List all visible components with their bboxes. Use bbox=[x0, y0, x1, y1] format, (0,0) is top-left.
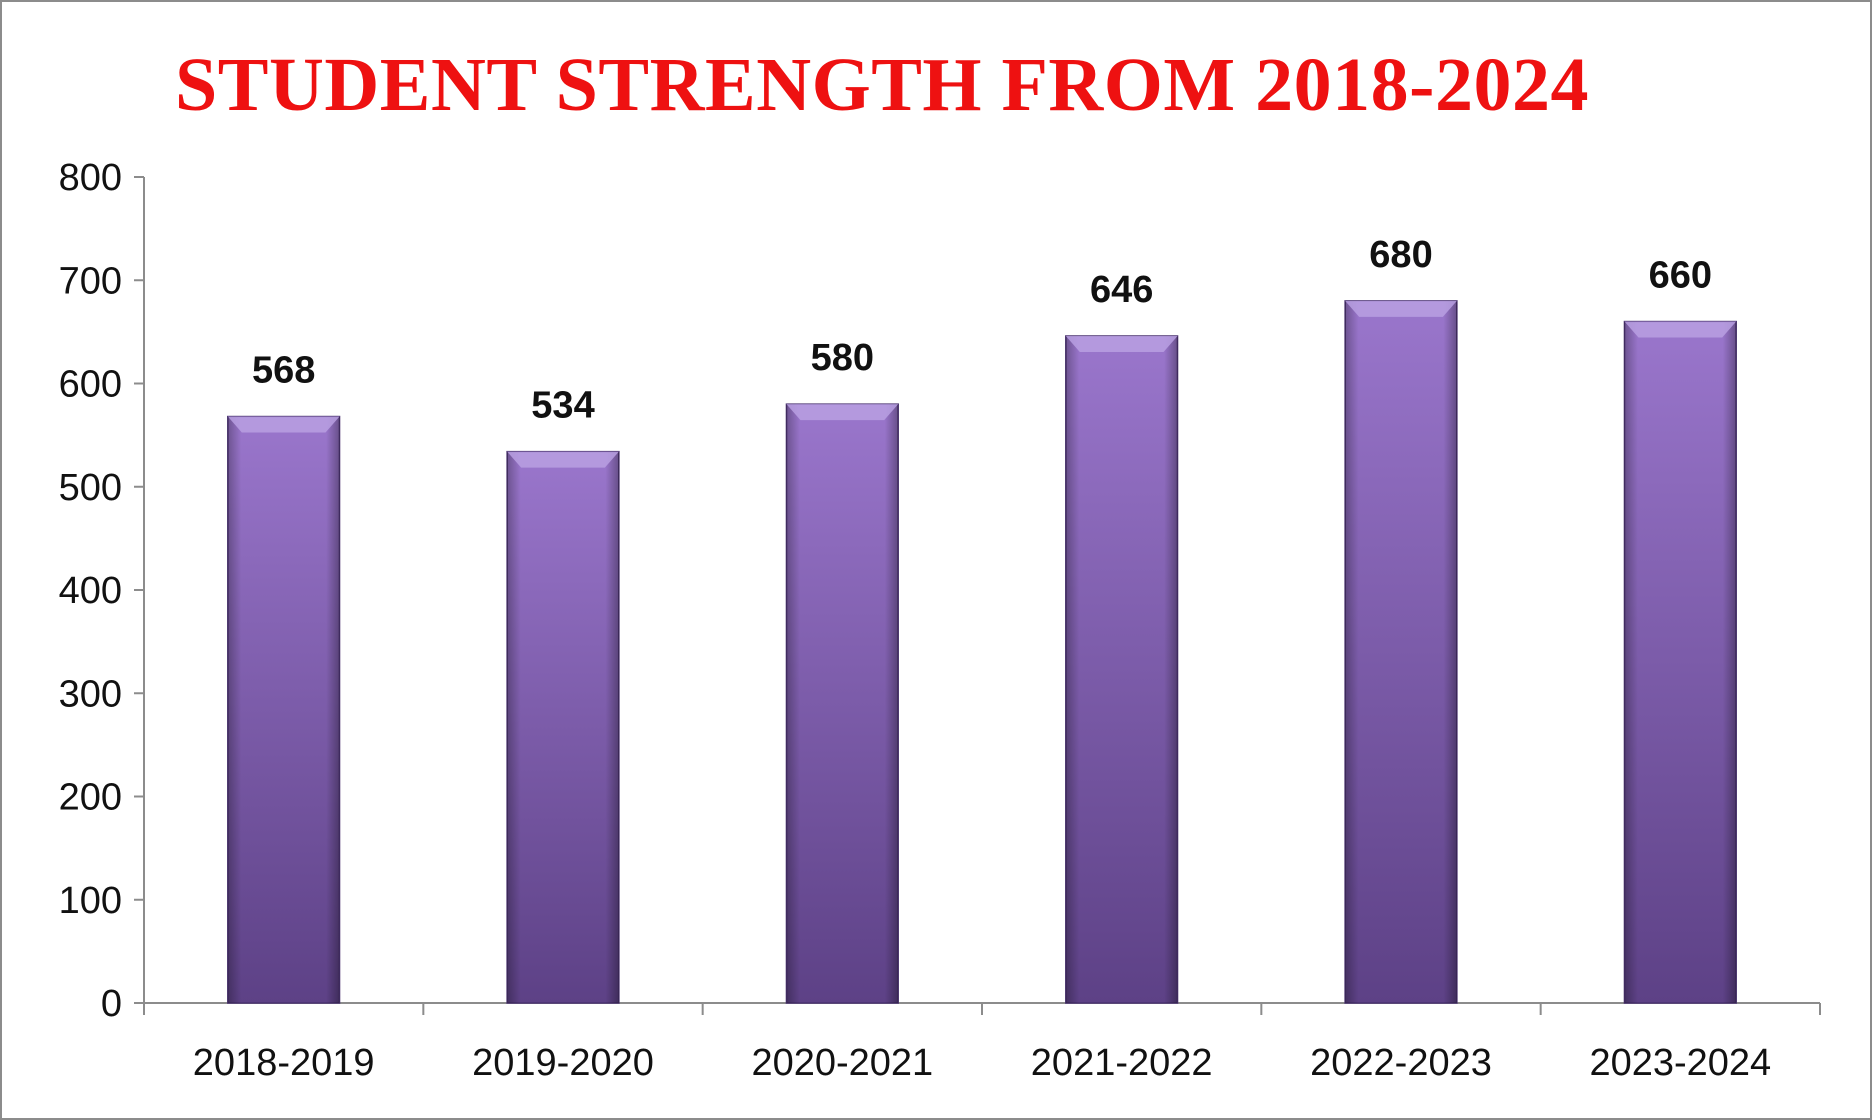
bar-2022-2023 bbox=[1344, 300, 1458, 1004]
x-tick-label: 2019-2020 bbox=[472, 1042, 654, 1084]
labels: 0 100 200 300 400 500 600 700 800 568 2018-2019 534… bbox=[59, 157, 1772, 1084]
y-tick-label: 500 bbox=[59, 467, 122, 509]
data-label: 568 bbox=[252, 350, 315, 392]
bars bbox=[227, 300, 1737, 1004]
bar-cap bbox=[1624, 321, 1737, 338]
bar-2018-2019 bbox=[227, 415, 341, 1004]
y-tick-label: 700 bbox=[59, 260, 122, 302]
x-tick-label: 2021-2022 bbox=[1031, 1042, 1213, 1084]
data-label: 534 bbox=[531, 385, 594, 427]
y-tick-label: 0 bbox=[101, 983, 122, 1025]
bar-shade bbox=[507, 451, 619, 1003]
bar-shade bbox=[786, 404, 899, 1003]
data-label: 646 bbox=[1090, 269, 1153, 311]
x-tick-label: 2022-2023 bbox=[1310, 1042, 1492, 1084]
bar-cap bbox=[1065, 336, 1178, 353]
y-tick-label: 100 bbox=[59, 880, 122, 922]
x-tick-label: 2023-2024 bbox=[1589, 1042, 1771, 1084]
y-tick-label: 200 bbox=[59, 777, 122, 819]
y-tick-label: 300 bbox=[59, 673, 122, 715]
bar-2023-2024 bbox=[1623, 320, 1737, 1004]
bar-2021-2022 bbox=[1065, 335, 1179, 1004]
data-label: 660 bbox=[1649, 255, 1712, 297]
y-tick-label: 600 bbox=[59, 364, 122, 406]
bar-cap bbox=[227, 416, 340, 433]
y-tick-label: 800 bbox=[59, 157, 122, 199]
bar-cap bbox=[786, 404, 899, 421]
y-tick-label: 400 bbox=[59, 570, 122, 612]
x-tick-label: 2018-2019 bbox=[193, 1042, 375, 1084]
bar-2019-2020 bbox=[506, 450, 620, 1004]
bar-cap bbox=[507, 451, 619, 468]
bar-shade bbox=[1624, 321, 1737, 1003]
chart-title: STUDENT STRENGTH FROM 2018-2024 bbox=[175, 43, 1589, 127]
bar-shade bbox=[1345, 300, 1457, 1003]
bar-shade bbox=[227, 416, 340, 1003]
axes bbox=[134, 176, 1821, 1015]
data-label: 580 bbox=[811, 337, 874, 379]
data-label: 680 bbox=[1369, 234, 1432, 276]
bar-cap bbox=[1345, 300, 1457, 317]
bar-2020-2021 bbox=[785, 403, 899, 1004]
x-tick-label: 2020-2021 bbox=[751, 1042, 933, 1084]
bar-shade bbox=[1065, 336, 1178, 1003]
